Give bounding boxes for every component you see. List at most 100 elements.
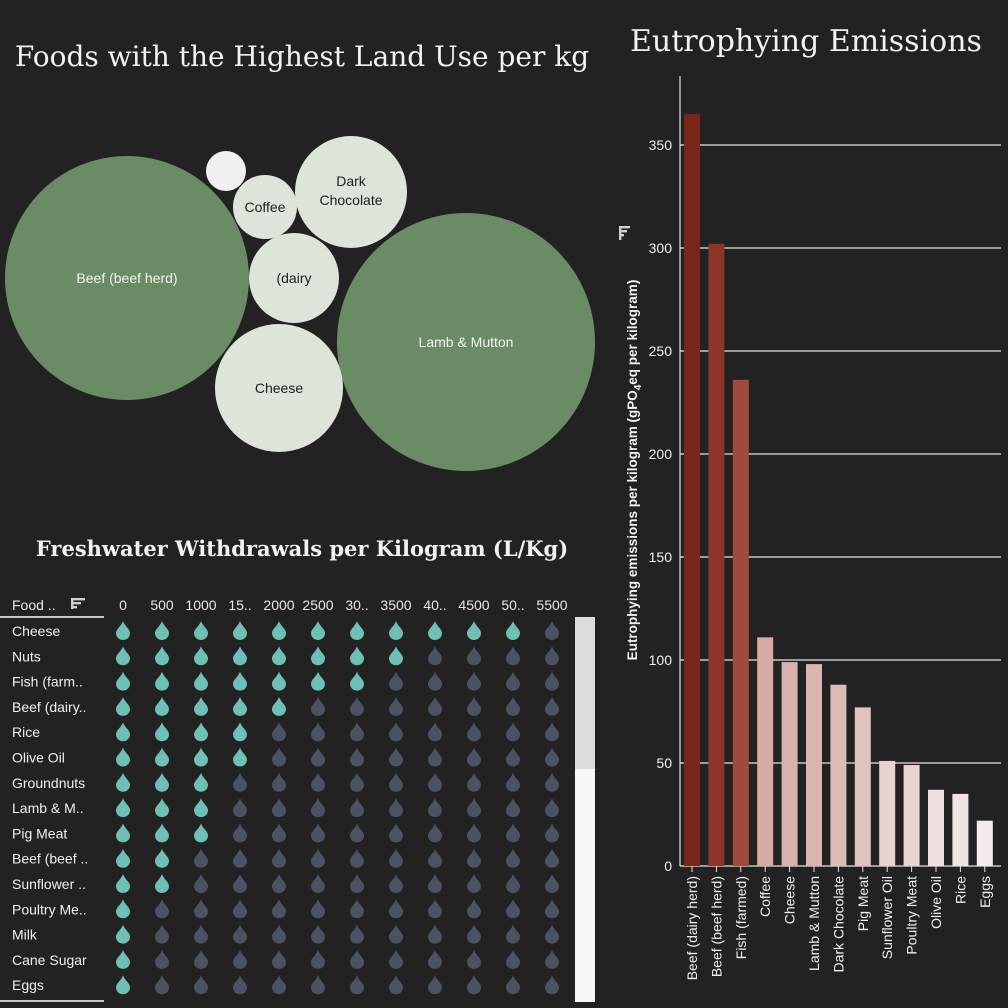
water-drop-icon (155, 848, 169, 868)
water-drop-icon (428, 646, 442, 666)
table-row[interactable]: Olive Oil (12, 747, 559, 767)
water-drop-icon (233, 975, 247, 995)
bar[interactable] (879, 760, 896, 866)
bar[interactable] (781, 662, 798, 866)
bar[interactable] (976, 820, 993, 866)
x-tick-label: Fish (farmed) (733, 876, 749, 959)
water-drop-icon (155, 671, 169, 691)
land-use-chart-title: Foods with the Highest Land Use per kg (14, 40, 590, 73)
column-header: 3500 (380, 597, 411, 613)
water-drop-icon (272, 646, 286, 666)
x-tick-label: Sunflower Oil (879, 876, 895, 959)
water-drop-icon (233, 722, 247, 742)
table-row[interactable]: Pig Meat (12, 823, 559, 843)
water-drop-icon (155, 621, 169, 640)
x-tick-label: Cheese (782, 876, 798, 924)
water-drop-icon (545, 772, 559, 792)
table-row[interactable]: Fish (farm.. (12, 671, 559, 691)
table-row[interactable]: Lamb & M.. (12, 798, 559, 818)
bar[interactable] (952, 793, 969, 866)
water-drop-icon (116, 722, 130, 742)
y-tick-label: 250 (649, 343, 673, 359)
x-tick-label: Rice (952, 876, 968, 904)
water-drop-icon (233, 874, 247, 893)
y-tick-label: 150 (649, 549, 673, 565)
column-header: 50.. (501, 597, 524, 613)
water-drop-icon (467, 899, 481, 919)
bar[interactable] (732, 379, 749, 866)
table-row[interactable]: Cheese (12, 621, 559, 640)
water-drop-icon (272, 899, 286, 919)
water-drop-icon (467, 949, 481, 969)
water-drop-icon (272, 772, 286, 792)
water-drop-icon (467, 722, 481, 742)
x-tick-label: Lamb & Mutton (806, 876, 822, 971)
bar[interactable] (830, 684, 847, 866)
column-header: 15.. (228, 597, 251, 613)
water-drop-icon (311, 924, 325, 944)
bar[interactable] (708, 243, 725, 866)
water-drop-icon (350, 798, 364, 818)
table-row[interactable]: Sunflower .. (12, 874, 559, 893)
table-row[interactable]: Rice (12, 722, 559, 742)
water-drop-icon (506, 772, 520, 792)
bubble[interactable]: Coffee (233, 175, 297, 239)
food-label: Groundnuts (12, 775, 85, 791)
water-drop-icon (389, 646, 403, 666)
water-drop-icon (389, 671, 403, 691)
water-drop-icon (194, 772, 208, 792)
sort-icon[interactable] (71, 598, 85, 609)
water-drop-icon (194, 874, 208, 893)
water-drop-icon (233, 747, 247, 767)
food-column-header[interactable]: Food .. (12, 597, 56, 613)
table-row[interactable]: Eggs (12, 975, 559, 995)
water-drop-icon (467, 747, 481, 767)
bubble-circle (215, 324, 343, 452)
table-row[interactable]: Groundnuts (12, 772, 559, 792)
x-tick-label: Eggs (977, 876, 993, 908)
water-drop-icon (155, 747, 169, 767)
water-drop-icon (194, 975, 208, 995)
water-drop-icon (194, 899, 208, 919)
bar[interactable] (903, 765, 920, 866)
table-row[interactable]: Poultry Me.. (12, 899, 559, 919)
bubble-label: Cheese (255, 380, 303, 396)
table-row[interactable]: Nuts (12, 646, 559, 666)
table-row[interactable]: Beef (beef .. (12, 848, 559, 868)
bar[interactable] (684, 114, 700, 867)
water-drop-icon (467, 671, 481, 691)
food-label: Eggs (12, 977, 44, 993)
water-drop-icon (428, 848, 442, 868)
bar[interactable] (928, 789, 944, 866)
table-row[interactable]: Beef (dairy.. (12, 696, 559, 716)
water-drop-icon (233, 621, 247, 640)
water-drop-icon (428, 899, 442, 919)
bubble[interactable]: Beef (beef herd) (5, 156, 249, 400)
bubble[interactable]: Lamb & Mutton (337, 213, 595, 471)
bubble[interactable]: Cheese (215, 324, 343, 452)
land-use-bubble-chart: Beef (beef herd) Lamb & Mutton Cheese (dair… (5, 136, 595, 471)
food-label: Beef (dairy.. (12, 699, 86, 715)
bar[interactable] (806, 664, 822, 866)
bubble[interactable]: (dairy (249, 233, 339, 323)
food-label: Cane Sugar (12, 952, 87, 968)
water-drop-icon (350, 671, 364, 691)
water-drop-icon (545, 646, 559, 666)
water-drop-icon (467, 848, 481, 868)
water-drop-icon (428, 798, 442, 818)
bubble[interactable]: Dark Chocolate (295, 136, 407, 248)
table-row[interactable]: Cane Sugar (12, 949, 559, 969)
food-label: Lamb & M.. (12, 800, 84, 816)
table-row[interactable]: Milk (12, 924, 559, 944)
bar[interactable] (757, 637, 774, 866)
bubble[interactable] (206, 151, 246, 191)
water-drop-icon (155, 899, 169, 919)
sort-icon[interactable] (619, 226, 630, 240)
water-drop-icon (272, 848, 286, 868)
bubble-circle (249, 233, 339, 323)
bar[interactable] (854, 707, 871, 866)
water-drop-icon (467, 621, 481, 640)
scrollbar-thumb[interactable] (575, 617, 595, 769)
food-label: Sunflower .. (12, 876, 86, 892)
y-tick-label: 0 (664, 858, 672, 874)
